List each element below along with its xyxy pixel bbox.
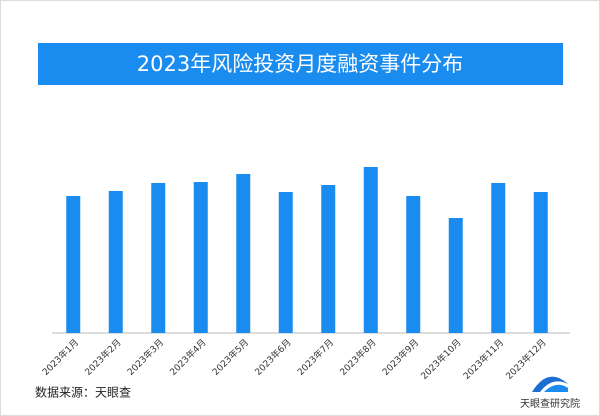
bar [278, 192, 293, 333]
chart-title: 2023年风险投资月度融资事件分布 [137, 52, 463, 76]
source-note: 数据来源：天眼查 [35, 385, 131, 400]
bar [321, 185, 336, 333]
bar [151, 183, 166, 333]
bar [533, 192, 548, 333]
logo [532, 376, 568, 392]
bar [236, 174, 251, 333]
bar [406, 196, 421, 333]
logo-mark [532, 376, 568, 392]
bar [448, 218, 463, 333]
bar [363, 167, 378, 333]
logo-text: 天眼查研究院 [520, 397, 580, 410]
bar [108, 191, 123, 333]
bar [491, 183, 506, 333]
title-bar [38, 43, 563, 85]
bar [193, 182, 208, 333]
logo-mark [544, 384, 568, 392]
bar [66, 196, 81, 333]
